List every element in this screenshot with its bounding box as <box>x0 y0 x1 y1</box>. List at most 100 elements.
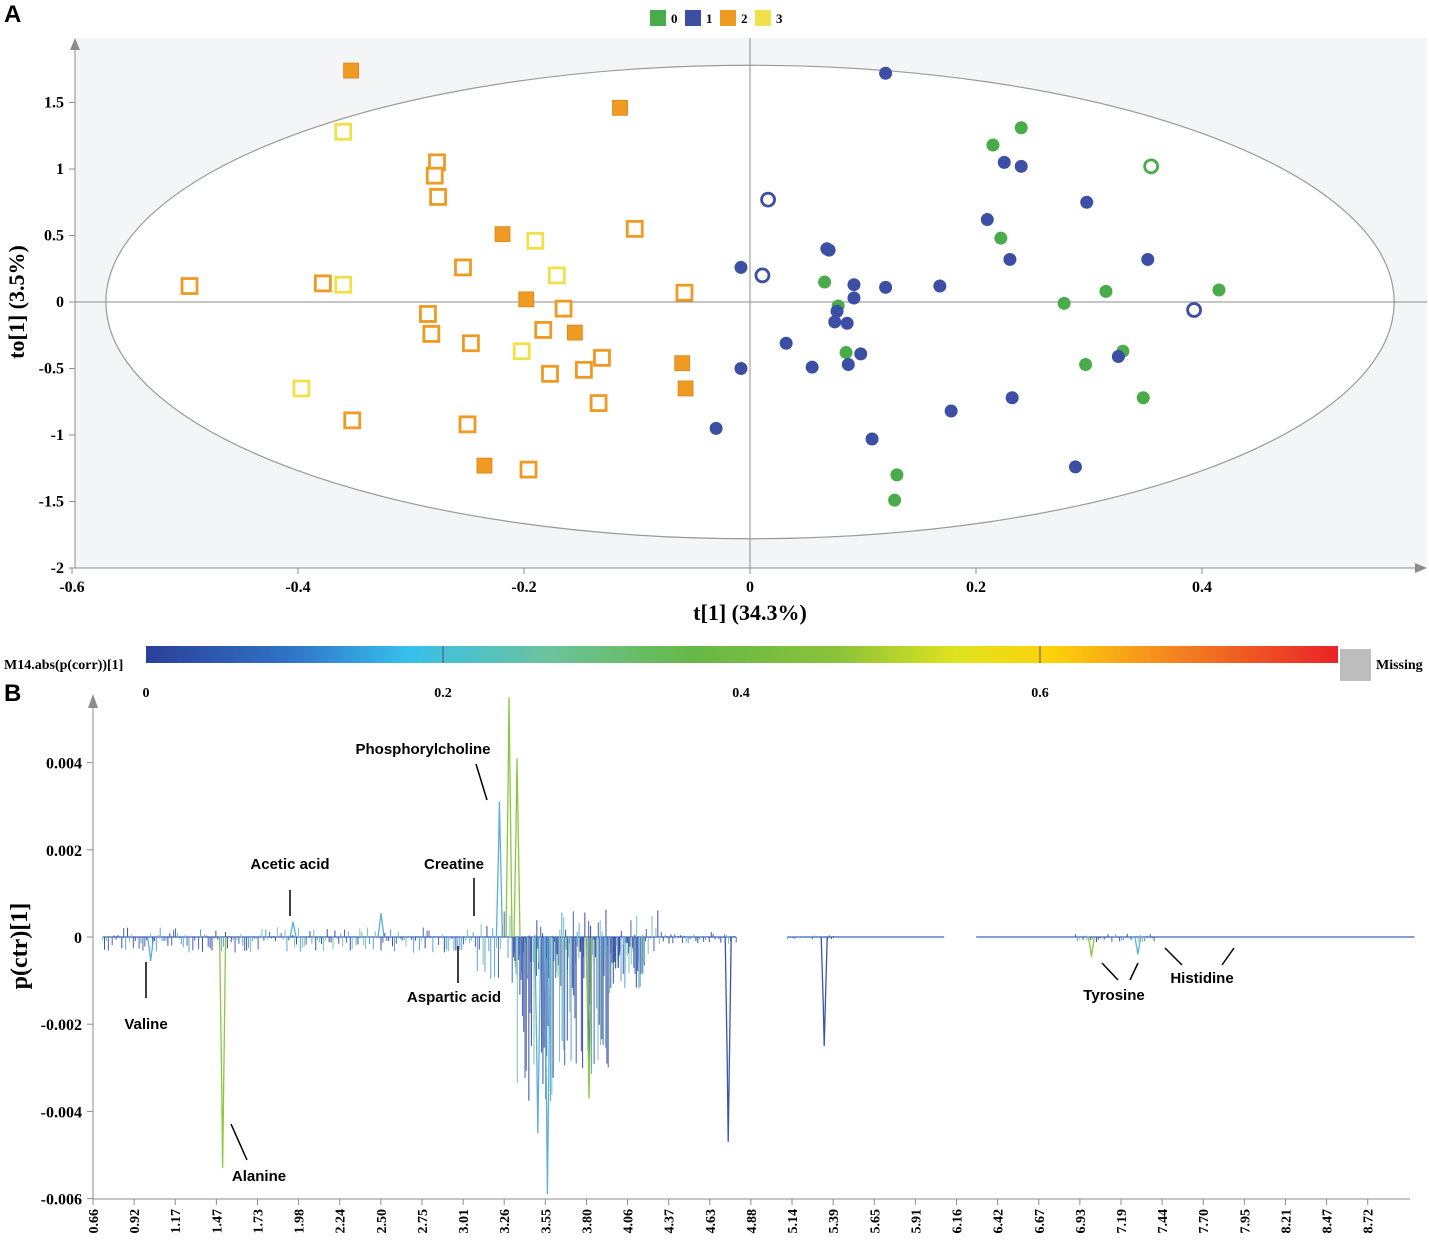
x-tick-label-b: 6.67 <box>1033 1209 1048 1234</box>
x-tick-label-b: 7.44 <box>1156 1209 1171 1234</box>
annotation-label: Creatine <box>424 856 484 873</box>
metabolite-annotations: Phosphorylcholine Acetic acid Creatine Vali… <box>124 741 1235 1185</box>
circle-point-group-1 <box>854 347 868 361</box>
x-axis-arrow <box>1415 563 1427 573</box>
panel-b: B 0.004 0.002 0 -0.002 -0.004 -0.006 0.66 0.92 1… <box>4 680 1415 1234</box>
circle-point-group-0 <box>888 493 902 507</box>
square-point-group-3-open <box>547 266 566 285</box>
square-point-group-2 <box>674 355 691 372</box>
square-point-group-3-open <box>512 342 531 361</box>
circle-point-group-1 <box>847 278 861 292</box>
panel-label-a: A <box>4 1 21 28</box>
square-point-group-2-open <box>422 325 441 343</box>
circle-point-group-0 <box>994 231 1008 245</box>
circle-point-group-1 <box>879 280 893 294</box>
x-tick-label-b: 5.39 <box>827 1209 842 1234</box>
circle-point-group-1 <box>944 404 958 418</box>
x-tick-label-b: 2.50 <box>375 1209 390 1234</box>
score-points <box>180 62 1226 507</box>
circle-point-group-1 <box>734 362 748 375</box>
spectrum-peak <box>505 697 513 938</box>
x-tick-label-b: 6.93 <box>1074 1209 1089 1234</box>
legend-label-1: 1 <box>706 11 713 26</box>
square-point-group-3-open <box>292 379 311 398</box>
square-point-group-2-open <box>454 258 472 277</box>
spectrum-peak <box>218 936 227 1169</box>
x-tick-label-b: 5.14 <box>786 1209 801 1234</box>
y-tick-label: 0 <box>56 294 64 311</box>
circle-point-group-1 <box>997 155 1011 169</box>
x-tick-label: 0 <box>746 579 754 596</box>
square-point-group-2-open <box>461 334 480 353</box>
x-tick-label: -0.6 <box>59 579 84 596</box>
y-tick-label: -1 <box>51 427 64 444</box>
annotation-label: Phosphorylcholine <box>355 741 490 758</box>
circle-point-group-0 <box>986 138 1000 152</box>
legend-label-3: 3 <box>776 11 783 26</box>
colorbar: M14.abs(p(corr))[1] Missing 0 0.2 0.4 0.6 <box>4 646 1423 701</box>
square-point-group-2-open <box>343 411 362 430</box>
x-tick-label-b: 0.92 <box>128 1209 143 1234</box>
x-tick-label-b: 5.65 <box>868 1209 883 1234</box>
square-point-group-2 <box>612 99 628 116</box>
circle-point-group-1 <box>840 316 854 330</box>
spectrum-peak <box>513 758 521 938</box>
axes-a: -0.6 -0.4 -0.2 0 0.2 0.4 -2 -1.5 -1 -0.5 0 0.5 1 1.5 <box>39 38 1427 596</box>
annotation-label: Aspartic acid <box>407 989 501 1006</box>
spectrum-peak <box>1087 936 1096 957</box>
x-tick-label-b: 1.17 <box>169 1209 184 1234</box>
circle-point-group-1-open <box>754 267 771 284</box>
x-tick-label-b: 4.88 <box>745 1209 760 1234</box>
y-axis-arrow <box>70 38 80 50</box>
x-tick-label-b: 2.24 <box>334 1209 349 1234</box>
axes-b: 0.004 0.002 0 -0.002 -0.004 -0.006 0.66 0.92 1.1… <box>41 694 1410 1234</box>
colorbar-missing-label: Missing <box>1376 658 1423 673</box>
x-tick-label-b: 6.16 <box>951 1209 966 1234</box>
square-point-group-2-open <box>425 166 444 185</box>
spectrum-peak <box>820 936 828 1047</box>
x-tick-label-b: 1.47 <box>210 1209 225 1234</box>
circle-point-group-1-open <box>760 191 776 208</box>
circle-point-group-1 <box>1003 252 1017 266</box>
annotation-leader <box>1164 947 1183 966</box>
y-tick-label: -2 <box>51 560 64 577</box>
circle-point-group-1 <box>779 336 793 350</box>
colorbar-ticks: 0 0.2 0.4 0.6 <box>143 686 1049 701</box>
x-tick-label-b: 8.47 <box>1321 1209 1336 1234</box>
square-point-group-2 <box>518 291 535 308</box>
x-tick-label: 0.4 <box>1192 579 1212 596</box>
colorbar-label: M14.abs(p(corr))[1] <box>4 658 123 673</box>
y-tick-label: -1.5 <box>39 494 64 511</box>
square-point-group-2-open <box>429 188 448 206</box>
x-tick-label-b: 7.19 <box>1115 1209 1130 1234</box>
spectrum-peak <box>377 912 385 938</box>
square-point-group-2-open <box>675 283 694 302</box>
y-tick-label: 1 <box>56 161 64 178</box>
square-point-group-2-open <box>458 415 477 434</box>
circle-point-group-1 <box>1014 159 1028 173</box>
circle-point-group-1 <box>1111 350 1125 364</box>
y-axis-arrow-b <box>88 694 98 708</box>
y-tick-label-b: -0.002 <box>41 1017 82 1034</box>
annotation-label: Tyrosine <box>1083 987 1144 1004</box>
square-point-group-3-open <box>334 122 353 141</box>
circle-point-group-1 <box>822 243 836 257</box>
circle-point-group-1 <box>1080 195 1094 209</box>
spectrum-peak <box>1134 936 1142 955</box>
loading-spectrum <box>102 697 1415 1195</box>
x-tick-label-b: 3.26 <box>498 1209 513 1234</box>
square-point-group-2-open <box>593 348 611 367</box>
x-tick-label-b: 4.37 <box>663 1209 678 1234</box>
circle-point-group-0 <box>1057 296 1071 310</box>
y-tick-label: 0.5 <box>44 228 64 245</box>
circle-point-group-0 <box>818 275 832 289</box>
circle-point-group-1 <box>805 360 819 374</box>
circle-point-group-0-open <box>1143 158 1160 175</box>
annotation-label: Valine <box>124 1016 167 1033</box>
y-axis-label-b: p(ctr)[1] <box>7 903 33 990</box>
spectrum-peak <box>289 921 297 938</box>
circle-point-group-1 <box>830 304 844 318</box>
circle-point-group-1 <box>933 279 947 293</box>
colorbar-missing-swatch <box>1340 649 1371 681</box>
